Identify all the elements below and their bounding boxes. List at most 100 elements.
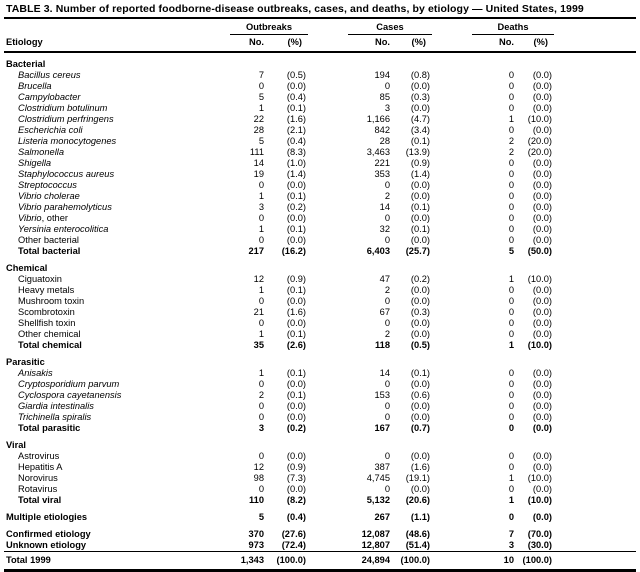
deaths-no-cell: 2 [508,147,514,157]
outbreaks-pct-cell: (8.2) [286,495,306,505]
row-label: Streptococcus [18,180,77,190]
cases-no-cell: 0 [384,235,390,245]
row-label-cell: Multiple etiologies [4,506,230,523]
row-label-cell: Astrovirus [4,451,230,462]
total-row: Total 1999 1,343 (100.0) 24,894 (100.0) 10 (10… [4,551,637,572]
cases-no-cell: 0 [384,379,390,389]
table-row: Trichinella spiralis 0 (0.0) 0 (0.0) 0 (0.0) [4,412,636,423]
spacer-cell [308,202,348,213]
row-label-cell: Ciguatoxin [4,274,230,285]
cases-pct-cell: (0.1) [410,368,430,378]
row-label: Total parasitic [18,423,81,433]
row-label-cell: Total 1999 [4,551,230,572]
table-row: Shigella 14 (1.0) 221 (0.9) 0 (0.0) [4,158,636,169]
outbreaks-pct-cell: (0.4) [286,92,306,102]
deaths-no-cell: 0 [508,81,514,91]
row-label-suffix: , other [41,213,68,223]
spacer-cell [554,285,636,296]
outbreaks-pct-cell: (0.2) [286,202,306,212]
row-label: Astrovirus [18,451,60,461]
table-row: Other chemical 1 (0.1) 2 (0.0) 0 (0.0) [4,329,636,340]
row-label: Scombrotoxin [18,307,75,317]
row-label: Heavy metals [18,285,75,295]
row-label: Cryptosporidium parvum [18,379,120,389]
cases-no-cell: 353 [374,169,390,179]
column-group-deaths: Deaths [472,19,555,35]
spacer-cell [432,274,472,285]
deaths-pct-cell: (0.0) [532,92,553,102]
spacer-cell [432,368,472,379]
spacer-cell [432,307,472,318]
row-label: Vibrio [18,213,42,223]
spacer-cell [432,495,472,506]
outbreaks-no-cell: 5 [258,512,264,522]
table-row: Other bacterial 0 (0.0) 0 (0.0) 0 (0.0) [4,235,636,246]
row-label: Mushroom toxin [18,296,85,306]
outbreaks-no-cell: 0 [258,412,264,422]
spacer-cell [432,506,472,523]
cases-pct-cell: (1.4) [410,169,430,179]
row-label: Rotavirus [18,484,58,494]
spacer-cell [432,462,472,473]
table-row: Bacillus cereus 7 (0.5) 194 (0.8) 0 (0.0) [4,70,636,81]
outbreaks-pct-cell: (1.0) [286,158,306,168]
cases-no-cell: 0 [384,484,390,494]
outbreaks-no-cell: 7 [258,70,264,80]
spacer-cell [308,368,348,379]
spacer-cell [554,103,636,114]
spacer-cell [554,19,636,35]
cases-pct-cell: (13.9) [405,147,430,157]
outbreaks-pct-cell: (2.1) [286,125,306,135]
table-row: Shellfish toxin 0 (0.0) 0 (0.0) 0 (0.0) [4,318,636,329]
outbreaks-no-cell: 21 [253,307,264,317]
row-label: Campylobacter [18,92,81,102]
outbreaks-no-cell: 0 [258,296,264,306]
table-row: Cryptosporidium parvum 0 (0.0) 0 (0.0) 0 (0.0) [4,379,636,390]
spacer-cell [432,147,472,158]
outbreaks-pct-cell: (1.6) [286,307,306,317]
deaths-no-cell: 1 [508,340,514,350]
spacer-cell [308,136,348,147]
spacer-cell [554,296,636,307]
spacer-cell [554,34,637,53]
cases-pct-cell: (0.0) [410,412,430,422]
spacer-cell [308,92,348,103]
deaths-no-cell: 1 [508,473,514,483]
cases-pct-cell: (0.1) [410,224,430,234]
row-label-cell: Bacillus cereus [4,70,230,81]
deaths-no-cell: 0 [508,462,514,472]
table-row: Escherichia coli 28 (2.1) 842 (3.4) 0 (0.0) [4,125,636,136]
spacer-cell [554,368,636,379]
cases-pct-cell: (0.2) [410,274,430,284]
spacer-cell [554,401,636,412]
row-label: Hepatitis A [18,462,63,472]
cases-no-cell: 0 [384,318,390,328]
outbreaks-no-cell: 3 [258,202,264,212]
cases-no-cell: 0 [384,296,390,306]
outbreaks-no-cell: 12 [253,274,264,284]
spacer-cell [554,202,636,213]
deaths-no-cell: 3 [508,540,514,550]
spacer-cell [554,246,636,257]
cases-no-cell: 12,087 [361,529,390,539]
deaths-pct-cell: (10.0) [527,473,553,483]
row-label: Ciguatoxin [18,274,62,284]
outbreaks-pct-cell: (0.0) [286,296,306,306]
spacer-cell [308,114,348,125]
deaths-pct-cell: (0.0) [532,512,553,522]
spacer-cell [432,246,472,257]
table-body: Bacterial Bacillus cereus 7 (0.5) 194 (0.8) 0 (… [4,52,637,572]
outbreaks-no-cell: 28 [253,125,264,135]
spacer-cell [554,224,636,235]
spacer-cell [554,390,636,401]
deaths-pct-cell: (0.0) [532,412,553,422]
deaths-no-cell: 2 [508,136,514,146]
outbreaks-no-cell: 2 [258,390,264,400]
table-header: Outbreaks Cases Deaths Etiology No. (%) … [4,19,637,53]
row-label-cell: Total bacterial [4,246,230,257]
outbreaks-pct-cell: (1.6) [286,114,306,124]
row-label: Yersinia enterocolitica [18,224,109,234]
outbreaks-no-cell: 0 [258,81,264,91]
cases-no-cell: 2 [384,191,390,201]
row-label-cell: Other chemical [4,329,230,340]
